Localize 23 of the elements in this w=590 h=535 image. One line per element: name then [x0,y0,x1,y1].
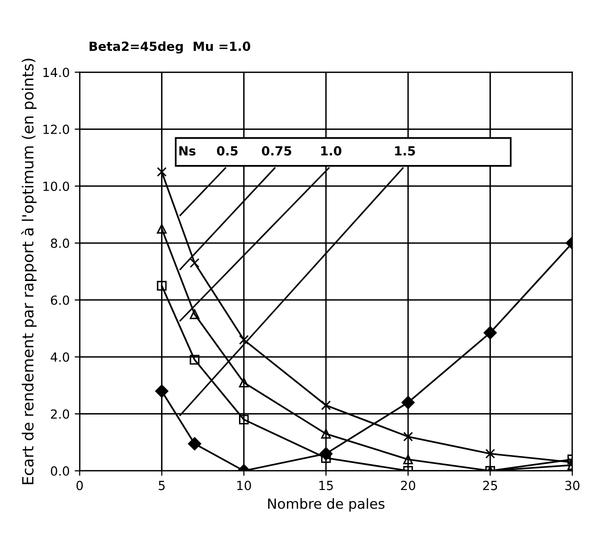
x-tick-label: 15 [319,480,333,490]
x-tick-label: 5 [158,480,165,490]
y-tick-label: 4.0 [50,352,70,362]
y-tick-label: 12.0 [43,124,70,134]
text: 0.5 [216,146,238,156]
x-tick-label: 30 [565,480,580,490]
y-tick-label: 14.0 [43,68,70,78]
x-tick-label: 25 [483,480,498,490]
x-tick-label: 10 [237,480,251,490]
x-tick-label: 0 [76,480,83,490]
x-axis-title: Nombre de pales [268,498,384,512]
text: 1.0 [321,146,342,156]
y-tick-label: 10.0 [43,182,70,192]
legend-title: Ns [179,146,196,156]
text: 1.5 [395,146,415,156]
text: 0.75 [262,146,292,156]
y-tick-label: 0.0 [50,466,70,476]
chart-title: Beta2=45deg Mu =1.0 [90,41,250,54]
y-tick-label: 8.0 [50,238,70,248]
y-tick-label: 2.0 [50,409,70,419]
y-axis-title: Ecart de rendement par rapport à l'optimum (en points) [21,58,37,484]
x-tick-label: 20 [401,480,416,490]
y-tick-label: 6.0 [50,295,70,305]
